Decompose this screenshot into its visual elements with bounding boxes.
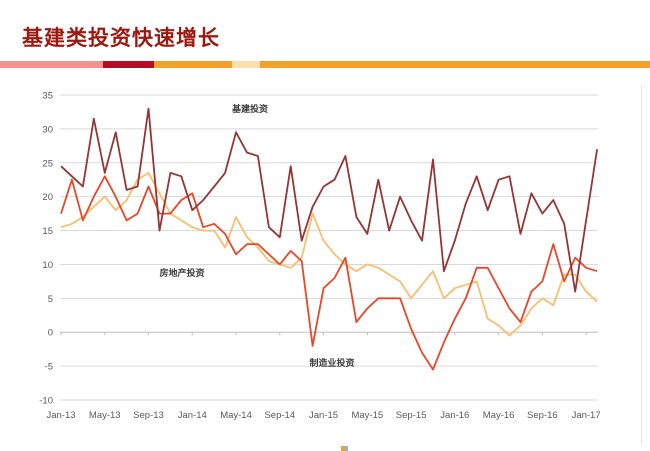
x-axis-label: Sep-15 — [396, 410, 427, 421]
x-axis-label: May-13 — [89, 410, 121, 421]
x-axis-label: Sep-16 — [527, 410, 558, 421]
accent-bar-segment — [0, 61, 103, 68]
slide-right-border — [641, 86, 642, 444]
footer-marker-dot — [341, 446, 345, 451]
y-axis-label: 20 — [42, 192, 53, 203]
footer-marker-dot — [345, 446, 348, 451]
accent-bar-segment — [154, 61, 232, 68]
x-axis-label: Sep-14 — [264, 410, 295, 421]
series-label: 制造业投资 — [309, 357, 354, 368]
y-axis-label: 5 — [48, 294, 53, 305]
x-axis-label: Jan-17 — [572, 410, 601, 421]
footer-marker — [341, 446, 348, 451]
y-axis-label: -5 — [45, 362, 53, 373]
series-line-房地产投资 — [60, 171, 598, 337]
x-axis-label: Jan-15 — [309, 410, 338, 421]
page-title: 基建类投资快速增长 — [22, 27, 220, 50]
x-axis-label: Jan-14 — [178, 410, 207, 421]
x-axis-label: May-16 — [483, 410, 515, 421]
x-axis-label: Sep-13 — [133, 410, 164, 421]
y-axis-label: 15 — [42, 226, 53, 237]
x-axis-label: Jan-13 — [46, 410, 75, 421]
y-axis-label: 0 — [48, 328, 53, 339]
series-line-制造业投资 — [60, 175, 598, 371]
y-axis-label: 30 — [42, 124, 53, 135]
series-line-基建投资 — [60, 107, 598, 293]
accent-bar-segment — [260, 61, 650, 68]
y-axis-label: 25 — [42, 158, 53, 169]
x-axis-label: Jan-16 — [440, 410, 469, 421]
series-label: 房地产投资 — [159, 267, 204, 278]
x-axis-label: May-14 — [220, 410, 252, 421]
y-axis-label: 35 — [42, 91, 53, 102]
y-axis-label: -10 — [39, 396, 53, 407]
accent-bar — [0, 61, 650, 68]
x-axis-label: May-15 — [351, 410, 383, 421]
series-label: 基建投资 — [231, 103, 268, 114]
accent-bar-segment — [103, 61, 154, 68]
y-axis-label: 10 — [42, 260, 53, 271]
accent-bar-segment — [232, 61, 260, 68]
